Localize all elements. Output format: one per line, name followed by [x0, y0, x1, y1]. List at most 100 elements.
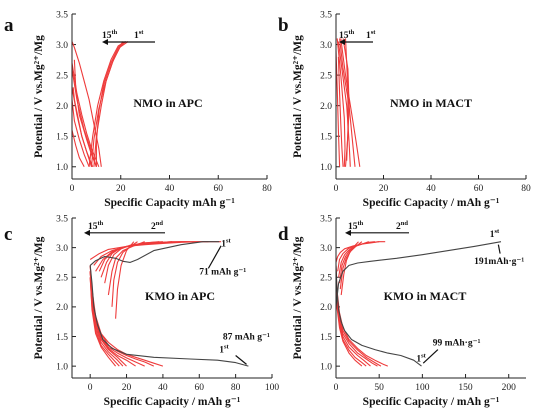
x-tick-label: 0: [70, 184, 75, 194]
x-tick-label: 0: [334, 184, 339, 194]
x-tick-label: 50: [374, 383, 384, 393]
x-tick-label: 80: [521, 184, 531, 194]
series-line: [115, 241, 135, 319]
cycle-end-label: 15th: [339, 29, 355, 41]
series-line: [89, 265, 136, 367]
y-axis-label: Potential / V vs.Mg²⁺/Mg: [292, 35, 304, 158]
cycle-start-label: 1st: [221, 237, 231, 249]
panel-title: KMO in APC: [145, 289, 215, 303]
x-tick-label: 20: [379, 184, 389, 194]
plot-area: [336, 241, 502, 367]
first-cycle-line: [89, 241, 220, 266]
y-tick-label: 2.0: [56, 102, 68, 112]
first-discharge-label: 87 mAh g⁻¹: [223, 332, 270, 342]
series-line: [111, 241, 138, 307]
y-axis-label: Potential / V vs.Mg²⁺/Mg: [33, 35, 45, 158]
chart-panel-c: c 1.0 1.5 2.0 2.5 3.0 3.5 0 20 40 60 80 100 Specific …: [4, 214, 279, 408]
y-tick-label: 3.5: [320, 214, 332, 224]
panel-letter: d: [278, 224, 289, 245]
y-tick-label: 1.0: [320, 362, 332, 372]
y-tick-label: 3.5: [56, 10, 68, 20]
y-tick-label: 2.5: [320, 274, 332, 284]
first-charge-label: 191mAh·g⁻¹: [474, 257, 524, 267]
y-tick-label: 2.0: [320, 303, 332, 313]
x-tick-label: 0: [334, 383, 339, 393]
x-tick-label: 60: [474, 184, 484, 194]
cycle-second-label: 2nd: [396, 220, 408, 232]
x-tick-label: 100: [265, 383, 280, 393]
plot-area: [72, 41, 129, 168]
series-line: [89, 277, 117, 367]
series-line: [89, 265, 155, 367]
label-arrow: [497, 244, 501, 254]
chart-panel-d: d 1.0 1.5 2.0 2.5 3.0 3.5 0 50 100 150 200Specific …: [278, 214, 526, 408]
cycle-end-label: 15th: [88, 220, 104, 232]
series-line: [72, 129, 85, 168]
x-tick-label: 80: [262, 184, 272, 194]
chart-panel-b: b 1.0 1.5 2.0 2.5 3.0 3.5 0 20 40 60 80 Specific Cap…: [278, 10, 531, 209]
cycle-end-label: 15th: [102, 29, 118, 41]
series-line: [72, 41, 102, 167]
series-line: [107, 241, 145, 296]
first-discharge-label: 99 mAh·g⁻¹: [433, 338, 481, 348]
y-tick-label: 2.0: [320, 102, 332, 112]
panel-letter: c: [4, 224, 12, 245]
arrow-head-icon: [102, 39, 108, 45]
panel-title: KMO in MACT: [384, 289, 467, 303]
cycle-start-label: 1st: [134, 29, 144, 41]
x-axis-label: Specific Capacity / mAh g⁻¹: [104, 396, 241, 408]
series-line: [73, 59, 97, 168]
label-arrow: [422, 349, 439, 364]
panel-title: NMO in APC: [133, 96, 202, 110]
series-line: [72, 87, 93, 167]
y-tick-label: 1.5: [56, 133, 68, 143]
y-tick-label: 1.5: [56, 333, 68, 343]
panel-title: NMO in MACT: [390, 96, 472, 110]
x-tick-label: 40: [165, 184, 175, 194]
y-tick-label: 3.0: [320, 41, 332, 51]
x-tick-label: 100: [415, 383, 430, 393]
series-line: [338, 241, 369, 284]
x-tick-label: 150: [458, 383, 473, 393]
y-tick-label: 1.5: [320, 333, 332, 343]
y-tick-label: 3.5: [320, 10, 332, 20]
series-line: [89, 271, 164, 367]
series-line: [90, 41, 129, 167]
x-tick-label: 20: [116, 184, 126, 194]
x-tick-label: 80: [231, 383, 241, 393]
x-tick-label: 0: [88, 383, 93, 393]
series-line: [340, 241, 359, 296]
plot-area: [336, 38, 361, 167]
y-tick-label: 2.0: [56, 303, 68, 313]
series-line: [88, 41, 126, 167]
y-tick-label: 3.0: [56, 41, 68, 51]
cycle-start-label: 1st: [416, 352, 426, 364]
first-cycle-line: [89, 265, 249, 367]
x-tick-label: 200: [502, 383, 517, 393]
label-arrow: [207, 245, 222, 269]
y-tick-label: 1.0: [56, 362, 68, 372]
series-line: [337, 56, 344, 167]
y-tick-label: 2.5: [56, 274, 68, 284]
first-cycle-line: [336, 241, 502, 307]
series-line: [336, 50, 341, 167]
plot-area: [89, 241, 249, 367]
y-tick-label: 2.5: [320, 71, 332, 81]
series-line: [344, 38, 349, 161]
x-tick-label: 20: [122, 383, 132, 393]
series-line: [340, 38, 361, 167]
y-tick-label: 1.5: [320, 133, 332, 143]
cycle-end-label: 15th: [348, 220, 364, 232]
series-line: [72, 99, 90, 168]
y-axis-label: Potential / V vs.Mg²⁺/Mg: [33, 236, 45, 359]
y-axis-label: Potential / V vs.Mg²⁺/Mg: [292, 236, 304, 359]
series-line: [104, 241, 160, 284]
y-tick-label: 3.5: [56, 214, 68, 224]
first-cycle-line: [336, 265, 422, 367]
y-tick-label: 1.0: [56, 163, 68, 173]
x-tick-label: 60: [214, 184, 224, 194]
x-tick-label: 40: [158, 383, 168, 393]
panel-letter: b: [278, 15, 289, 36]
arrow-head-icon: [84, 229, 90, 236]
first-charge-label: 71 mAh g⁻¹: [199, 267, 246, 277]
